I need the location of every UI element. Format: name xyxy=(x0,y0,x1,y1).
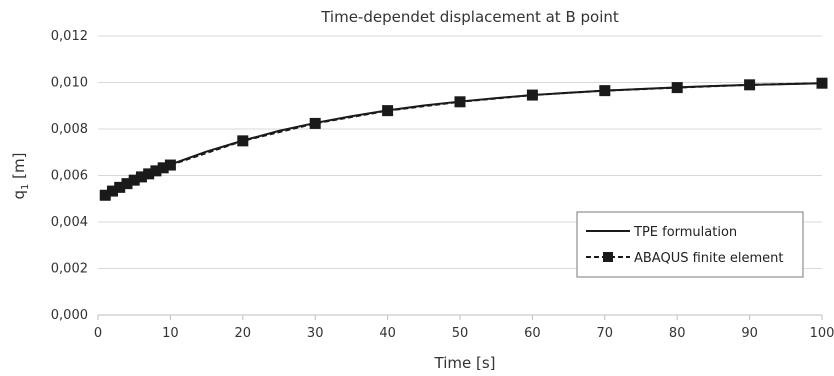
abaqus-data-point xyxy=(157,162,169,174)
abaqus-data-point xyxy=(106,185,118,197)
abaqus-data-point xyxy=(121,178,133,190)
abaqus-data-point xyxy=(143,168,155,180)
x-tick-label: 80 xyxy=(669,326,686,341)
abaqus-data-point xyxy=(816,77,828,89)
abaqus-data-point xyxy=(671,82,683,94)
abaqus-data-point xyxy=(599,85,611,97)
x-tick-label: 90 xyxy=(741,326,758,341)
y-axis-title-unit: [m] xyxy=(10,153,28,184)
abaqus-data-point xyxy=(526,89,538,101)
x-tick-label: 60 xyxy=(524,326,541,341)
y-tick-label: 0,004 xyxy=(51,215,88,230)
tick-labels: 0,000 0,002 0,004 0,006 0,008 0,010 0,012 0 10 20… xyxy=(51,29,834,341)
abaqus-data-point xyxy=(135,171,147,183)
y-axis-title-subscript: 1 xyxy=(20,184,31,190)
legend-square-marker xyxy=(603,252,613,262)
x-tick-label: 20 xyxy=(235,326,252,341)
abaqus-data-point xyxy=(114,181,126,193)
y-tick-label: 0,002 xyxy=(51,262,88,277)
x-tick-label: 0 xyxy=(94,326,102,341)
abaqus-data-point xyxy=(237,135,249,147)
y-tick-label: 0,012 xyxy=(51,29,88,44)
y-tick-label: 0,000 xyxy=(51,308,88,323)
x-axis-title: Time [s] xyxy=(434,354,496,372)
y-tick-label: 0,010 xyxy=(51,76,88,91)
x-tick-label: 30 xyxy=(307,326,324,341)
axes xyxy=(97,314,823,320)
legend-label-abaqus: ABAQUS finite element xyxy=(634,251,783,266)
y-tick-label: 0,008 xyxy=(51,122,88,137)
legend-label-tpe: TPE formulation xyxy=(633,225,737,240)
y-tick-label: 0,006 xyxy=(51,169,88,184)
abaqus-data-point xyxy=(454,96,466,108)
x-tick-label: 50 xyxy=(452,326,469,341)
y-axis-title: q1 [m] xyxy=(10,153,31,200)
legend-box xyxy=(576,211,804,278)
x-tick-label: 100 xyxy=(810,326,834,341)
x-tick-label: 10 xyxy=(162,326,179,341)
abaqus-data-point xyxy=(99,189,111,201)
x-tick-label: 70 xyxy=(597,326,614,341)
abaqus-data-point xyxy=(164,159,176,171)
legend: TPE formulation ABAQUS finite element xyxy=(576,211,804,278)
series-layer xyxy=(99,77,828,201)
chart-title: Time-dependet displacement at B point xyxy=(320,8,619,26)
abaqus-data-point xyxy=(382,105,394,117)
abaqus-data-point xyxy=(128,174,140,186)
x-tick-label: 40 xyxy=(379,326,396,341)
abaqus-data-point xyxy=(150,165,162,177)
y-axis-title-symbol: q xyxy=(10,190,28,200)
abaqus-data-point xyxy=(744,79,756,91)
abaqus-data-point xyxy=(309,117,321,129)
